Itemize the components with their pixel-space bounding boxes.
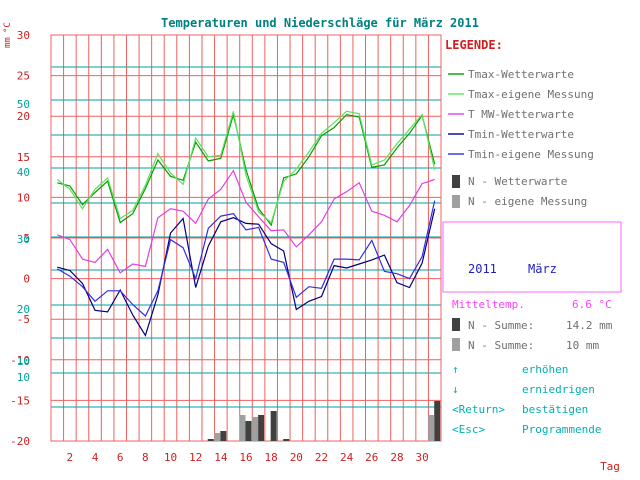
legend-label: N - eigene Messung — [468, 195, 587, 208]
period-month: März — [528, 262, 557, 276]
temperature-lines — [56, 110, 436, 337]
control-key[interactable]: <Esc> — [452, 423, 485, 436]
precip-bar — [252, 417, 259, 441]
temp-tick-label: 20 — [17, 110, 30, 123]
temp-tick-label: -10 — [10, 354, 30, 367]
temp-tick-label: -5 — [17, 313, 30, 326]
precip-bar — [245, 421, 252, 441]
precip-bar — [428, 415, 435, 441]
control-key[interactable]: <Return> — [452, 403, 505, 416]
period-box — [442, 221, 622, 293]
sum1-value: 14.2 mm — [566, 319, 613, 332]
temp-tick-label: 30 — [17, 29, 30, 42]
temp-tick-label: 10 — [17, 191, 30, 204]
x-tick-label: 8 — [142, 451, 149, 464]
legend-label: Tmin-Wetterwarte — [468, 128, 574, 141]
precip-bar — [283, 439, 290, 441]
grid — [50, 34, 442, 442]
control-key[interactable]: ↑ — [452, 363, 459, 376]
x-tick-label: 4 — [92, 451, 99, 464]
temp-tick-label: 0 — [23, 273, 30, 286]
legend-panel: LEGENDE: Tmax-Wetterwarte Tmax-eigene Mes… — [445, 38, 594, 208]
x-tick-label: 16 — [239, 451, 252, 464]
rain-tick-label: 50 — [17, 98, 30, 111]
precip-bar — [214, 433, 221, 441]
series-line — [56, 110, 436, 224]
rain-tick-label: 40 — [17, 166, 30, 179]
legend-label: N - Wetterwarte — [468, 175, 567, 188]
x-tick-label: 22 — [315, 451, 328, 464]
control-key[interactable]: ↓ — [452, 383, 459, 396]
legend-label: Tmax-Wetterwarte — [468, 68, 574, 81]
keyboard-controls: ↑ erhöhen ↓ erniedrigen <Return> bestätigen <E… — [452, 363, 601, 436]
temp-tick-label: -20 — [10, 435, 30, 448]
x-tick-label: 14 — [214, 451, 228, 464]
y-axis-temp-label: °C — [3, 22, 13, 33]
legend-label: Tmax-eigene Messung — [468, 88, 594, 101]
x-tick-label: 6 — [117, 451, 124, 464]
precip-bar — [207, 439, 214, 441]
control-action: bestätigen — [522, 403, 588, 416]
control-action: erniedrigen — [522, 383, 595, 396]
series-line — [57, 113, 436, 227]
series-line — [56, 200, 436, 317]
mean-temp-label: Mitteltemp. — [452, 298, 525, 311]
precip-bar — [258, 415, 265, 441]
sum2-value: 10 mm — [566, 339, 599, 352]
sum1-label: N - Summe: — [468, 319, 534, 332]
x-tick-label: 18 — [265, 451, 278, 464]
legend-swatch — [452, 175, 460, 188]
control-action: erhöhen — [522, 363, 568, 376]
x-tick-label: 26 — [365, 451, 378, 464]
rain-tick-label: 30 — [17, 233, 30, 246]
x-axis-label: Tag — [600, 460, 620, 473]
sum2-label: N - Summe: — [468, 339, 534, 352]
legend-swatch — [452, 195, 460, 208]
x-tick-label: 30 — [416, 451, 429, 464]
rain-tick-label: 10 — [17, 371, 30, 384]
period-year: 2011 — [468, 262, 497, 276]
x-tick-label: 24 — [340, 451, 354, 464]
rain-tick-label: 20 — [17, 303, 30, 316]
precipitation-bars — [207, 401, 441, 441]
chart-title: Temperaturen und Niederschläge für März … — [161, 16, 479, 30]
sum1-swatch — [452, 318, 460, 331]
precip-bar — [220, 431, 227, 441]
precip-bar — [239, 415, 246, 441]
x-tick-label: 10 — [164, 451, 177, 464]
series-line — [57, 208, 436, 337]
control-action: Programmende — [522, 423, 601, 436]
mean-temp-value: 6.6 °C — [572, 298, 612, 311]
temp-tick-label: 25 — [17, 70, 30, 83]
temp-tick-label: -15 — [10, 394, 30, 407]
sum2-swatch — [452, 338, 460, 351]
rain-tick-label: 10 — [17, 355, 30, 368]
legend-label: T MW-Wetterwarte — [468, 108, 574, 121]
x-tick-label: 12 — [189, 451, 202, 464]
x-tick-label: 20 — [290, 451, 303, 464]
legend-title: LEGENDE: — [445, 38, 503, 52]
temp-tick-label: 15 — [17, 151, 30, 164]
x-tick-label: 2 — [67, 451, 74, 464]
x-tick-label: 28 — [390, 451, 403, 464]
y-axis-rain-label: mm — [3, 37, 13, 48]
precip-bar — [434, 401, 441, 441]
temp-tick-label: 5 — [23, 232, 30, 245]
legend-label: Tmin-eigene Messung — [468, 148, 594, 161]
precip-bar — [270, 411, 277, 441]
series-line — [57, 169, 435, 274]
